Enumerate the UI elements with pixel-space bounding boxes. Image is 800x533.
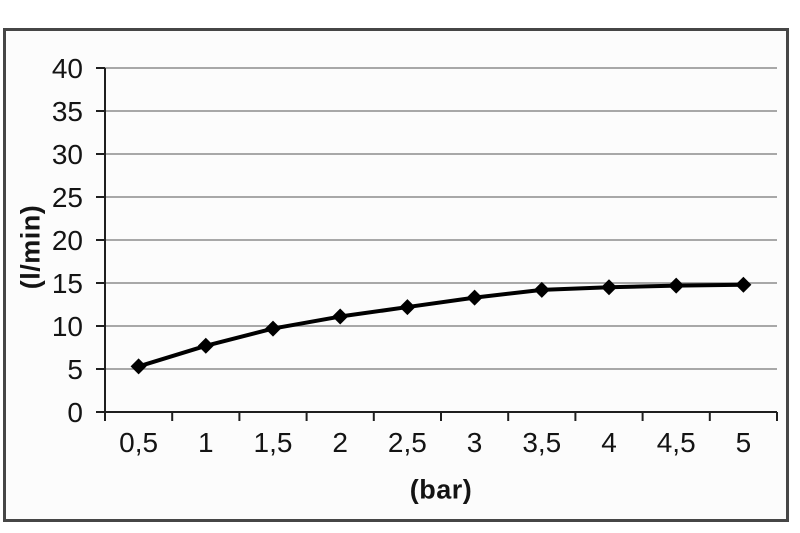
flow-curve (136, 282, 746, 369)
y-tick-label: 10 (52, 311, 83, 342)
data-point-marker (130, 358, 147, 375)
x-tick-label: 3,5 (522, 427, 561, 458)
y-tick-label: 35 (52, 96, 83, 127)
data-point-marker (601, 279, 617, 296)
data-point-marker (332, 308, 349, 325)
x-tick-label: 3 (467, 427, 483, 458)
y-tick-label: 20 (52, 225, 83, 256)
data-point-marker (399, 299, 416, 316)
x-tick-label: 2 (332, 427, 348, 458)
y-tick-label: 30 (52, 139, 83, 170)
x-tick-label: 1 (198, 427, 214, 458)
x-tick-label: 2,5 (388, 427, 427, 458)
y-tick-label: 5 (67, 354, 83, 385)
x-tick-label: 1,5 (254, 427, 293, 458)
x-axis-title: (bar) (409, 474, 473, 505)
x-tick-label: 0,5 (119, 427, 158, 458)
y-axis-title: (l/min) (15, 204, 46, 290)
data-point-marker (668, 277, 685, 294)
y-tick-label: 25 (52, 182, 83, 213)
data-point-marker (197, 337, 214, 354)
x-tick-label: 4 (601, 427, 617, 458)
data-point-marker (265, 320, 281, 337)
data-point-marker (466, 289, 483, 306)
x-tick-label: 4,5 (657, 427, 696, 458)
y-tick-label: 15 (52, 268, 83, 299)
x-tick-label: 5 (736, 427, 752, 458)
y-tick-label: 40 (52, 53, 83, 84)
data-point-marker (735, 276, 752, 293)
y-tick-label: 0 (67, 397, 83, 428)
data-point-marker (533, 281, 550, 298)
